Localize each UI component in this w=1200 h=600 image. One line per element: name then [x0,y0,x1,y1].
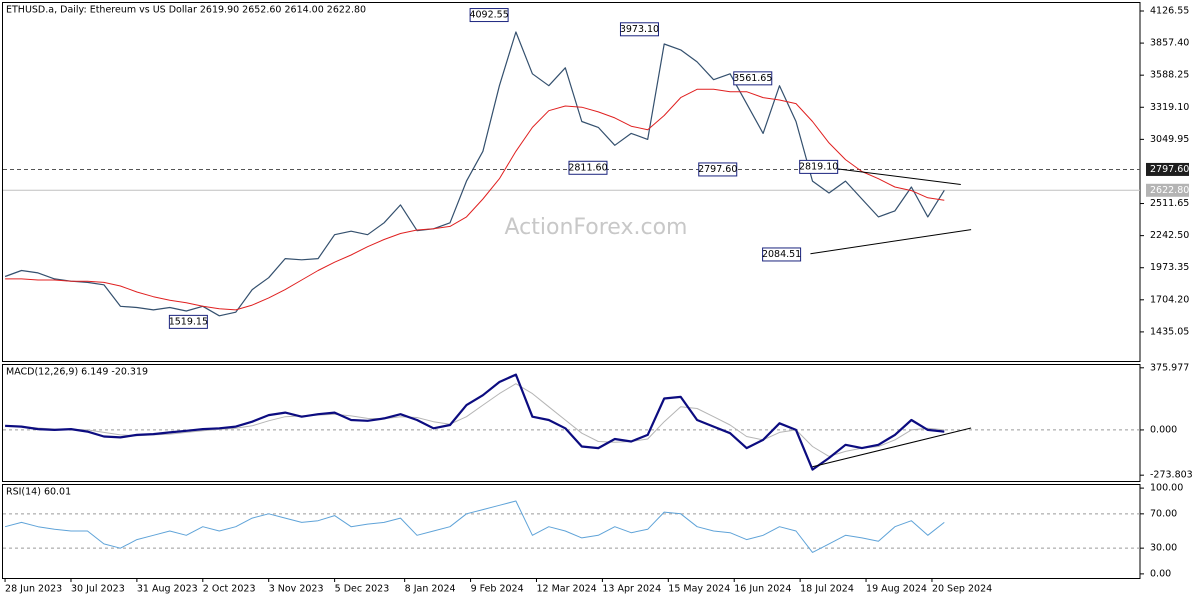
panel-frame [2,484,1141,579]
series-line [4,500,945,553]
panel-frame [2,364,1141,482]
series-line [5,88,945,311]
annotation-box [698,162,738,177]
series-line [5,383,945,457]
x-tick-label: 13 Apr 2024 [602,584,661,595]
annotation-label: 3973.10 [620,24,659,35]
annotation-box [762,247,802,262]
series-line [5,373,945,471]
annotation-box [619,22,659,37]
annotation-box [568,160,608,175]
x-tick-label: 2 Oct 2023 [203,584,256,595]
price-label: 2622.80 [1150,185,1189,196]
y-tick-label: 1973.35 [1150,262,1189,273]
y-tick-label: 2511.65 [1150,198,1189,209]
y-tick-label: 375.977 [1150,362,1189,373]
y-tick-label: -273.803 [1150,470,1193,481]
x-tick-label: 9 Feb 2024 [471,584,524,595]
x-tick-label: 19 Aug 2024 [866,584,927,595]
y-tick-label: 70.00 [1150,508,1177,519]
x-tick-label: 20 Sep 2024 [932,584,992,595]
x-tick-label: 31 Aug 2023 [137,584,198,595]
panel-frame [2,2,1141,362]
y-tick-label: 2242.50 [1150,230,1189,241]
x-tick-label: 12 Mar 2024 [536,584,596,595]
annotation-label: 2811.60 [568,162,607,173]
y-tick-label: 4126.55 [1150,5,1189,16]
y-tick-label: 3857.40 [1150,38,1189,49]
panel-title: MACD(12,26,9) 6.149 -20.319 [6,367,148,378]
panel-title: ETHUSD.a, Daily: Ethereum vs US Dollar 2… [6,5,366,16]
price-label-bg [1146,162,1189,176]
y-tick-label: 0.00 [1150,568,1171,579]
x-tick-label: 18 Jul 2024 [800,584,854,595]
annotation-label: 4092.55 [469,10,508,21]
price-label-bg [1146,183,1189,197]
annotation-box [469,8,509,23]
annotation-label: 2819.10 [799,161,838,172]
x-tick-label: 8 Jan 2024 [405,584,456,595]
annotation-label: 2084.51 [762,249,801,260]
x-tick-label: 16 Jun 2024 [734,584,791,595]
price-label: 2797.60 [1150,164,1189,175]
y-tick-label: 0.000 [1150,424,1177,435]
trendline [810,229,972,255]
annotation-box [799,159,839,174]
annotation-label: 2797.60 [698,164,737,175]
y-tick-label: 3049.95 [1150,134,1189,145]
y-tick-label: 30.00 [1150,543,1177,554]
y-tick-label: 100.00 [1150,483,1183,494]
series-line [4,31,945,317]
x-tick-label: 15 May 2024 [668,584,730,595]
watermark: ActionForex.com [505,215,688,240]
x-tick-label: 5 Dec 2023 [335,584,390,595]
y-tick-label: 3588.25 [1150,70,1189,81]
annotation-box [168,314,208,329]
trendline [812,427,972,468]
annotation-label: 3561.65 [733,73,772,84]
annotation-box [733,71,773,86]
panel-title: RSI(14) 60.01 [6,487,71,498]
x-tick-label: 30 Jul 2023 [71,584,125,595]
y-tick-label: 3319.10 [1150,102,1189,113]
y-tick-label: 1435.05 [1150,326,1189,337]
annotation-label: 1519.15 [169,316,208,327]
y-tick-label: 1704.20 [1150,294,1189,305]
x-tick-label: 28 Jun 2023 [5,584,62,595]
x-tick-label: 3 Nov 2023 [269,584,324,595]
